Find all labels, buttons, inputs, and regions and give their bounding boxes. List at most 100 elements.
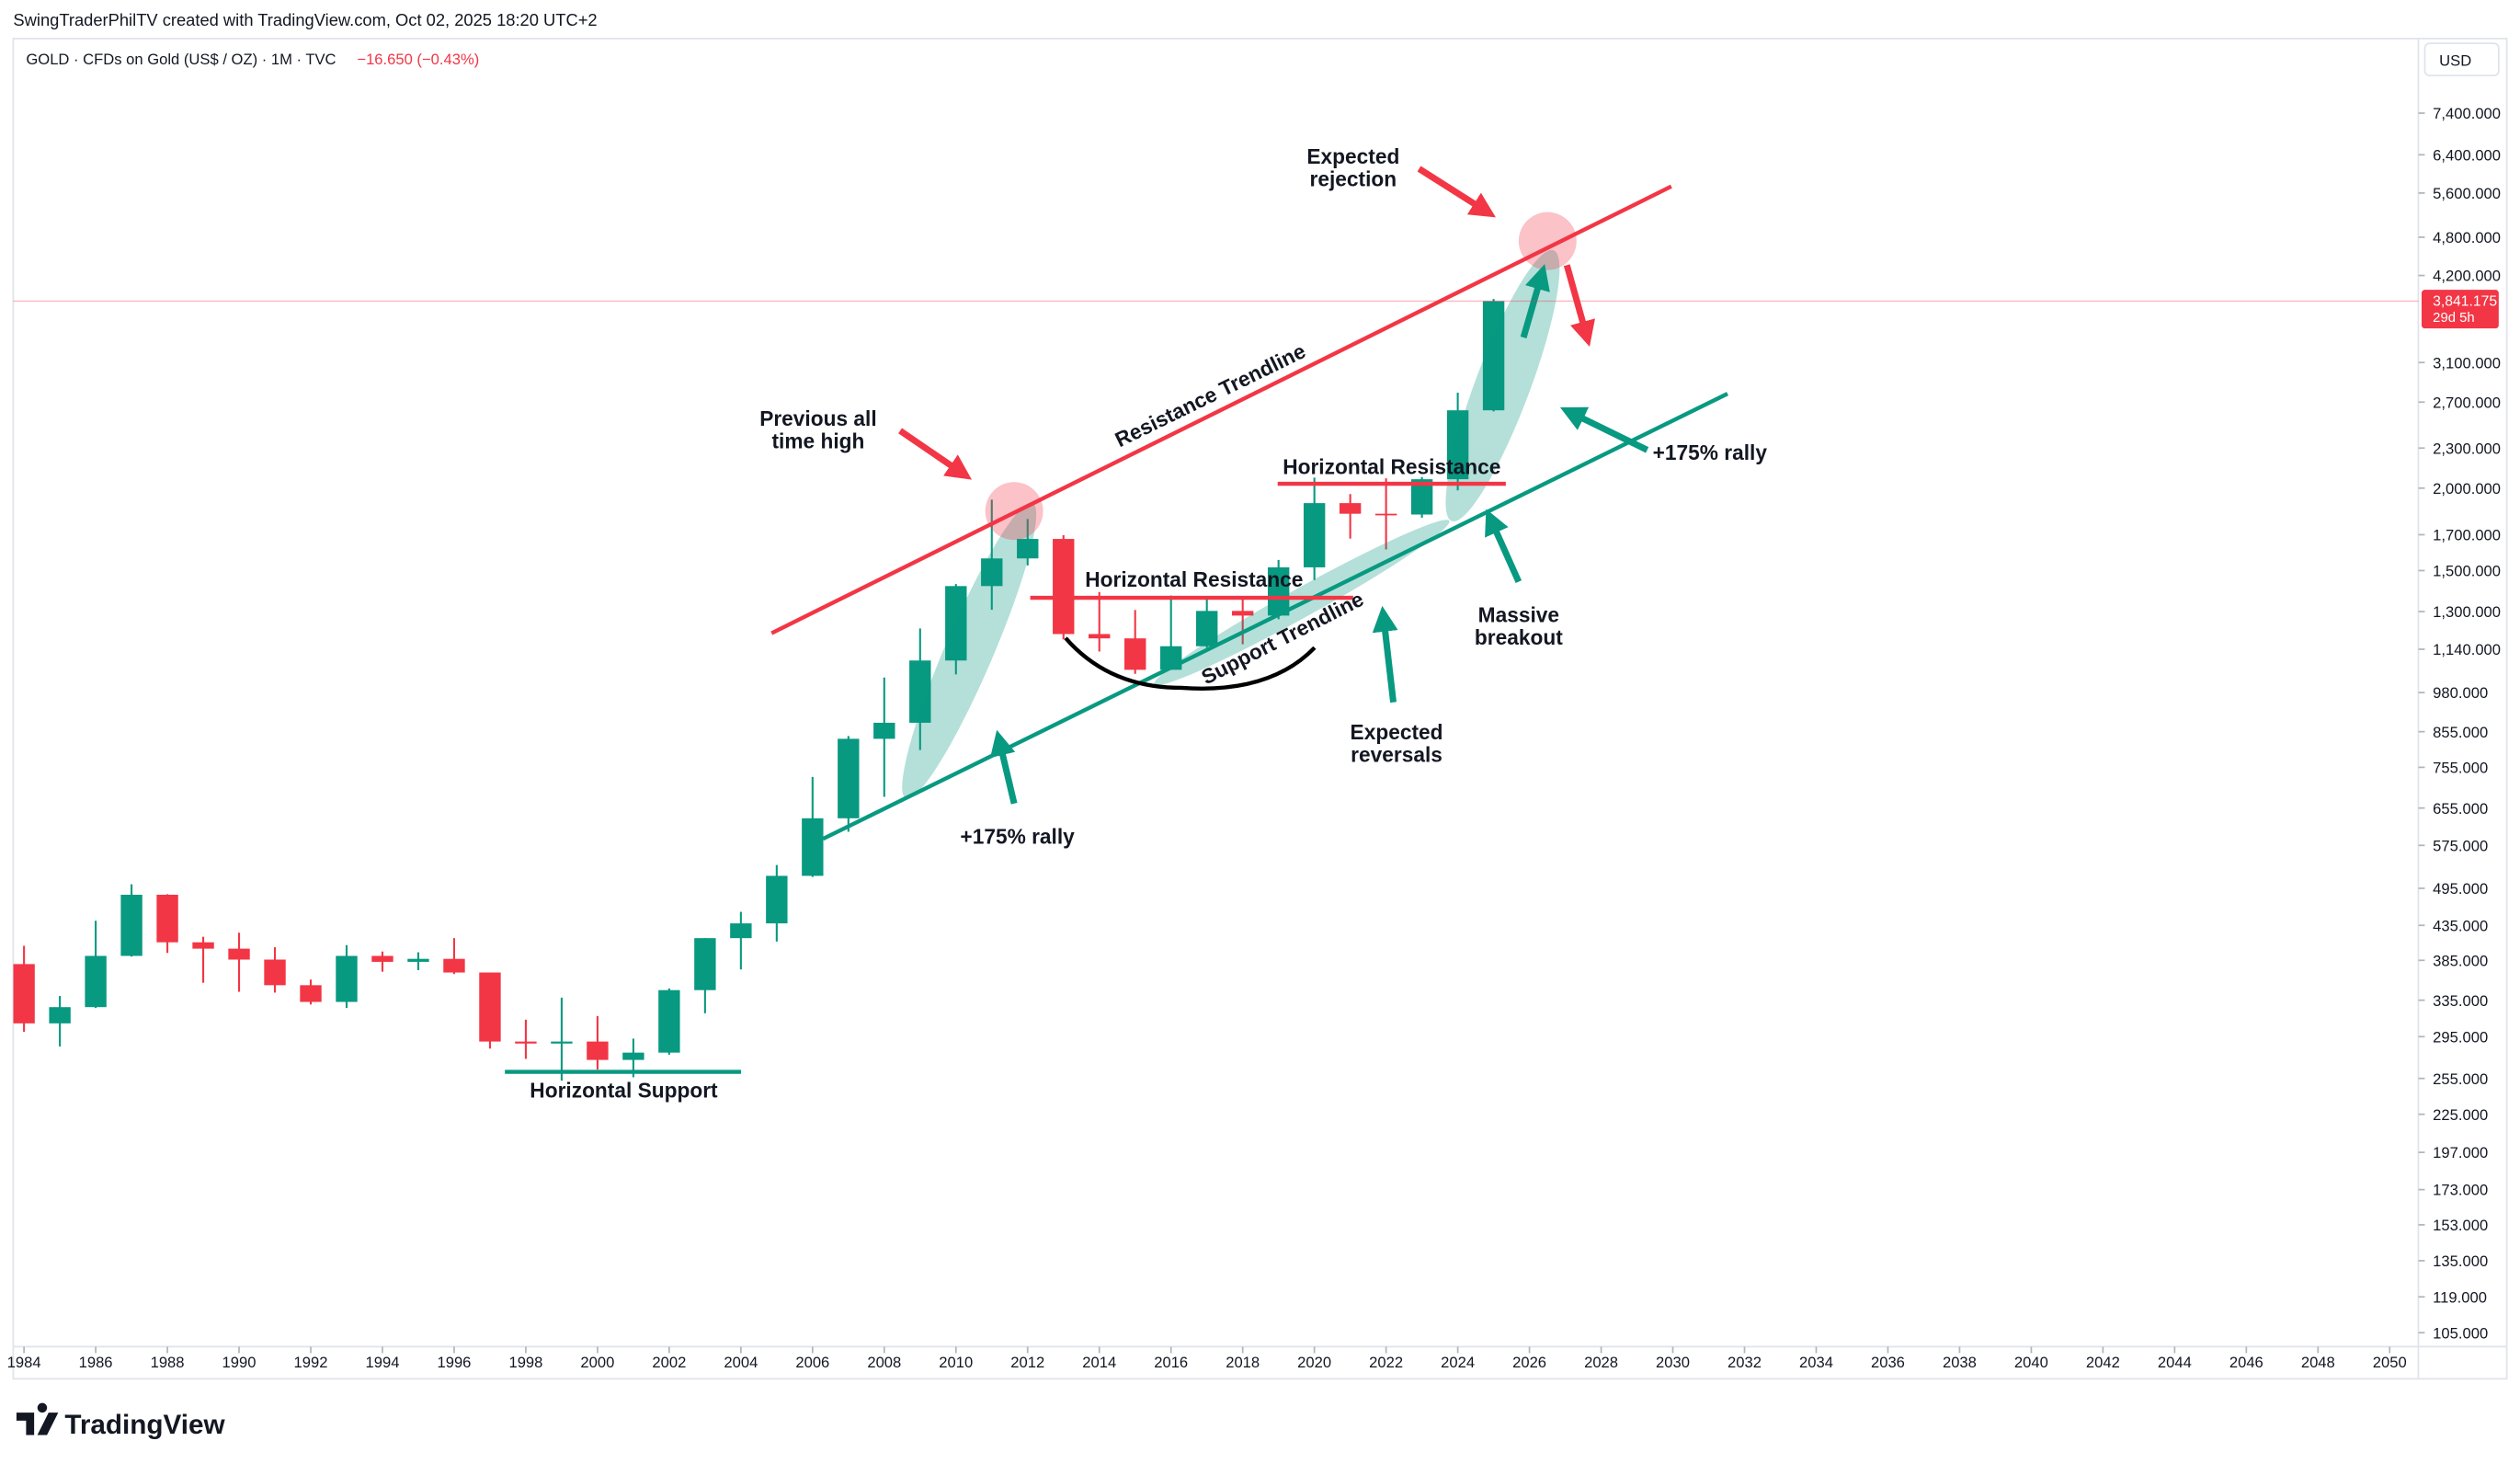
candle-body [1482, 301, 1505, 411]
y-tick-label: 3,100.000 [2433, 354, 2501, 372]
candle-body [264, 959, 286, 986]
candle-body [1124, 638, 1146, 670]
x-tick-label: 2010 [939, 1354, 973, 1371]
y-tick-label: 105.000 [2433, 1324, 2488, 1342]
x-tick-label: 2014 [1082, 1354, 1116, 1371]
frame [12, 38, 2508, 1380]
resistance-trendline [770, 184, 1672, 635]
candle-body [156, 894, 178, 943]
arrow [1417, 166, 1496, 218]
highlight [902, 502, 1037, 799]
drawings [505, 166, 1728, 1074]
candle-body [1231, 611, 1254, 616]
x-tick-label: 2022 [1369, 1354, 1403, 1371]
x-tick-label: 2042 [2086, 1354, 2120, 1371]
candle-body [192, 942, 214, 949]
x-tick-label: 2034 [1799, 1354, 1833, 1371]
arrow [1372, 605, 1398, 703]
x-tick-label: 2000 [580, 1354, 614, 1371]
x-tick-label: 2050 [2373, 1354, 2407, 1371]
x-tick-label: 1994 [366, 1354, 400, 1371]
candle-body [479, 972, 501, 1042]
candle-body [49, 1007, 71, 1024]
annotation: Expected [1306, 144, 1399, 168]
y-tick-label: 385.000 [2433, 952, 2488, 969]
candle-body [1053, 539, 1075, 635]
candle-body [838, 738, 860, 818]
x-tick-label: 2040 [2014, 1354, 2048, 1371]
highlight-circle [985, 482, 1043, 541]
candle-body [85, 955, 107, 1008]
x-tick-label: 1996 [438, 1354, 472, 1371]
countdown: 29d 5h [2433, 311, 2474, 326]
y-tick-label: 225.000 [2433, 1106, 2488, 1124]
candle-body [1195, 611, 1218, 646]
arrow [990, 729, 1018, 805]
candle-body [658, 989, 680, 1053]
header: SwingTraderPhilTV created with TradingVi… [13, 10, 597, 29]
y-tick-label: 495.000 [2433, 880, 2488, 898]
y-tick-label: 755.000 [2433, 760, 2488, 777]
x-tick-label: 2004 [724, 1354, 758, 1371]
y-tick-label: 5,600.000 [2433, 185, 2501, 202]
y-tick-label: 119.000 [2433, 1288, 2487, 1306]
x-tick-label: 2006 [795, 1354, 829, 1371]
x-tick-label: 2016 [1154, 1354, 1188, 1371]
currency-button[interactable] [2423, 42, 2500, 77]
candle-body [120, 894, 143, 956]
x-tick-label: 1986 [79, 1354, 113, 1371]
x-tick-label: 2002 [652, 1354, 686, 1371]
candle-body [1410, 479, 1433, 515]
candle-body [551, 1041, 573, 1044]
arrow [1563, 264, 1595, 347]
x-tick-label: 2018 [1226, 1354, 1260, 1371]
arrow [898, 428, 972, 480]
annotation: breakout [1475, 625, 1563, 649]
y-tick-label: 1,700.000 [2433, 527, 2501, 544]
annotation: Expected [1351, 720, 1443, 744]
candle-body [622, 1052, 644, 1060]
annotation: +175% rally [960, 824, 1075, 848]
candle-body [228, 948, 250, 960]
y-tick-label: 980.000 [2433, 684, 2488, 702]
change: −16.650 (−0.43%) [357, 51, 479, 68]
y-tick-label: 4,800.000 [2433, 229, 2501, 246]
y-tick-label: 6,400.000 [2433, 146, 2501, 164]
annotation: +175% rally [1653, 440, 1768, 464]
y-tick-label: 655.000 [2433, 800, 2488, 818]
x-tick-label: 2032 [1728, 1354, 1762, 1371]
y-tick-label: 1,140.000 [2433, 641, 2501, 658]
annotation: rejection [1310, 167, 1397, 191]
x-tick-label: 2008 [867, 1354, 901, 1371]
logo: TradingView [16, 1402, 226, 1440]
candle-body [407, 958, 429, 962]
candle-body [371, 955, 393, 962]
candle-body [13, 964, 35, 1024]
candle-body [694, 938, 716, 990]
candle-body [1446, 410, 1469, 480]
x-tick-label: 2036 [1871, 1354, 1905, 1371]
candle-body [766, 875, 788, 924]
candle-body [981, 558, 1003, 587]
candle-body [945, 586, 967, 661]
annotation: time high [771, 429, 864, 453]
arrow [1485, 509, 1522, 584]
x-tick-label: 2046 [2229, 1354, 2263, 1371]
highlight-circle [1518, 212, 1577, 270]
logo-icon [16, 1402, 59, 1435]
support-trendline [822, 392, 1728, 841]
symbol: GOLD · CFDs on Gold (US$ / OZ) · 1M · TV… [26, 51, 336, 68]
last-price-label: 3,841.175 [2433, 294, 2497, 310]
candle-body [802, 818, 824, 876]
y-tick-label: 2,700.000 [2433, 394, 2501, 411]
y-tick-label: 135.000 [2433, 1252, 2488, 1270]
candle-body [909, 660, 931, 723]
y-tick-label: 1,500.000 [2433, 563, 2501, 580]
y-tick-label: 4,200.000 [2433, 268, 2501, 285]
x-tick-label: 2012 [1010, 1354, 1044, 1371]
candle-body [1089, 634, 1111, 639]
y-tick-label: 173.000 [2433, 1182, 2488, 1199]
y-tick-label: 575.000 [2433, 837, 2488, 854]
y-tick-label: 2,000.000 [2433, 480, 2501, 498]
